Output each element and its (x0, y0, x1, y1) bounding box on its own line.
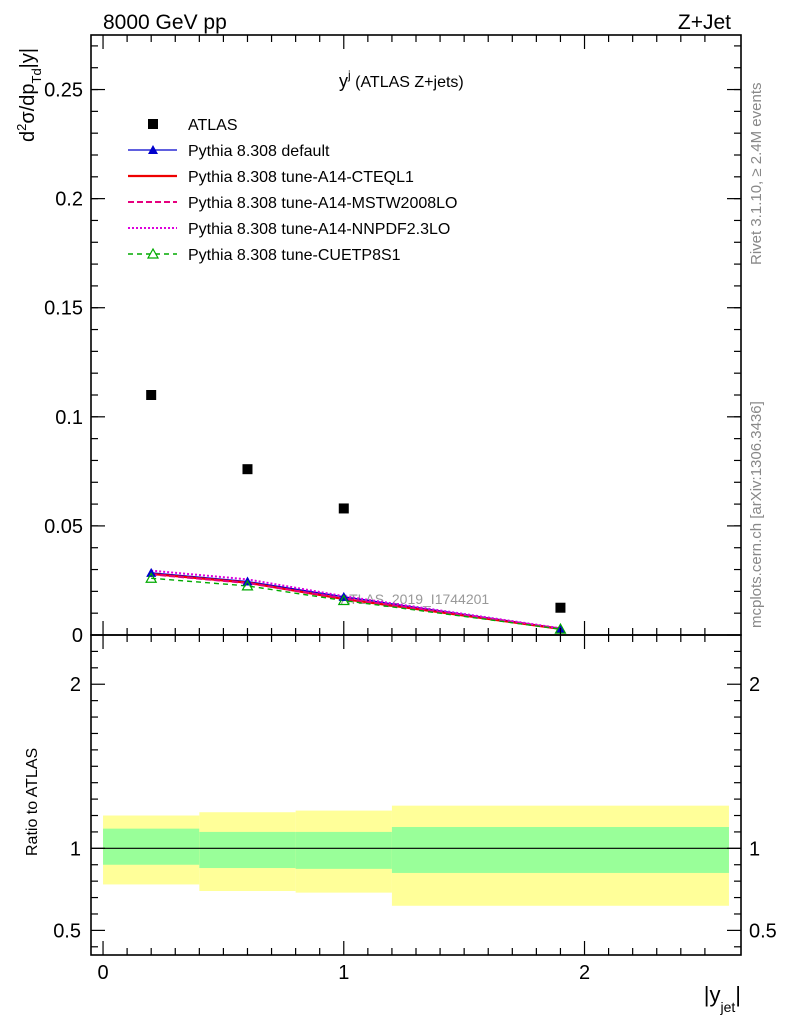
main-ytick-label: 0.1 (55, 407, 83, 429)
series-line-cuetp (151, 577, 561, 630)
data-point-atlas (338, 503, 349, 514)
plot-title-main: y (339, 71, 348, 91)
legend-label: ATLAS (188, 117, 238, 134)
legend-label: Pythia 8.308 tune-CUETP8S1 (188, 247, 401, 264)
main-panel: ATLAS_2019_I1744201 00.050.10.150.20.25 (44, 34, 742, 647)
ylabel-y: |y| (17, 48, 39, 68)
legend-label: Pythia 8.308 default (188, 143, 330, 160)
main-ytick-label: 0.15 (44, 298, 83, 320)
main-ytick-label: 0.2 (55, 189, 83, 211)
legend-marker-default (148, 145, 158, 154)
process-label: Z+Jet (678, 11, 731, 34)
ylabel-sup: 2 (14, 124, 29, 131)
ylabel-d: d (17, 131, 39, 142)
ylabel-sub: Td (29, 68, 44, 83)
ratio-stat-band (295, 831, 392, 869)
data-point-atlas (555, 602, 566, 613)
main-y-ticks: 0 0.05 0.1 0.15 0.2 0.25 (44, 45, 741, 647)
ratio-y-ticks: 0.5 0.5 1 1 2 2 (53, 650, 777, 948)
ratio-stat-band (103, 828, 200, 865)
plot-title-sup: j (347, 68, 351, 82)
xlabel-bar: | (735, 982, 741, 1007)
main-series-markers (145, 390, 567, 634)
ratio-panel: 0.5 0.5 1 1 2 2 0 1 2 (53, 634, 777, 984)
legend-marker-cuetp (146, 247, 160, 259)
data-point-cuetp (145, 572, 158, 583)
main-ytick-label: 0 (72, 625, 83, 647)
ratio-ytick-label: 0.5 (53, 920, 81, 942)
ratio-x-ticks: 0 1 2 (97, 635, 706, 984)
rivet-version-label: Rivet 3.1.10, ≥ 2.4M events (748, 83, 765, 266)
data-point-cuetp (241, 579, 254, 591)
ratio-ytick-label-right: 1 (749, 838, 760, 860)
series-line-nnpdf (151, 569, 561, 630)
ratio-xtick-label: 2 (579, 962, 590, 984)
ratio-ytick-label: 2 (70, 674, 81, 696)
series-line-mstw (151, 573, 561, 630)
legend-label: Pythia 8.308 tune-A14-CTEQL1 (188, 169, 414, 186)
x-axis-label: |yjet| (704, 982, 741, 1015)
main-y-axis-label: d2σ/dpTd|y| (14, 48, 44, 142)
xlabel-sub: jet (719, 999, 735, 1015)
data-point-atlas (146, 390, 157, 400)
main-ytick-label: 0.05 (44, 516, 83, 538)
legend-label: Pythia 8.308 tune-A14-NNPDF2.3LO (188, 221, 450, 238)
ratio-frame (90, 634, 742, 956)
legend-marker-atlas (148, 119, 158, 129)
data-point-atlas (242, 464, 253, 475)
ratio-stat-band (391, 827, 729, 873)
ratio-y-axis-label: Ratio to ATLAS (24, 748, 41, 856)
data-point-default (555, 623, 566, 633)
plot-title: yj (ATLAS Z+jets) (339, 68, 464, 91)
data-point-cuetp (337, 594, 350, 606)
beam-energy-label: 8000 GeV pp (103, 11, 227, 34)
mcplots-label: mcplots.cern.ch [arXiv:1306.3436] (748, 401, 765, 628)
legend: ATLAS Pythia 8.308 default Pythia 8.308 tu… (128, 117, 457, 264)
xlabel-y: |y (704, 982, 721, 1007)
ratio-xtick-label: 0 (97, 962, 108, 984)
plot-title-rest: (ATLAS Z+jets) (351, 74, 464, 91)
ratio-ytick-label-right: 2 (749, 674, 760, 696)
legend-label: Pythia 8.308 tune-A14-MSTW2008LO (188, 195, 457, 212)
ratio-bands (103, 805, 729, 906)
ratio-stat-band (199, 831, 296, 869)
ratio-ytick-label-right: 0.5 (749, 920, 777, 942)
ylabel-sigma: σ/dp (17, 83, 39, 123)
ratio-ytick-label: 1 (70, 838, 81, 860)
main-series-lines (151, 569, 561, 630)
main-ytick-label: 0.25 (44, 80, 83, 102)
main-x-ticks (102, 35, 706, 635)
ratio-xtick-label: 1 (338, 962, 349, 984)
